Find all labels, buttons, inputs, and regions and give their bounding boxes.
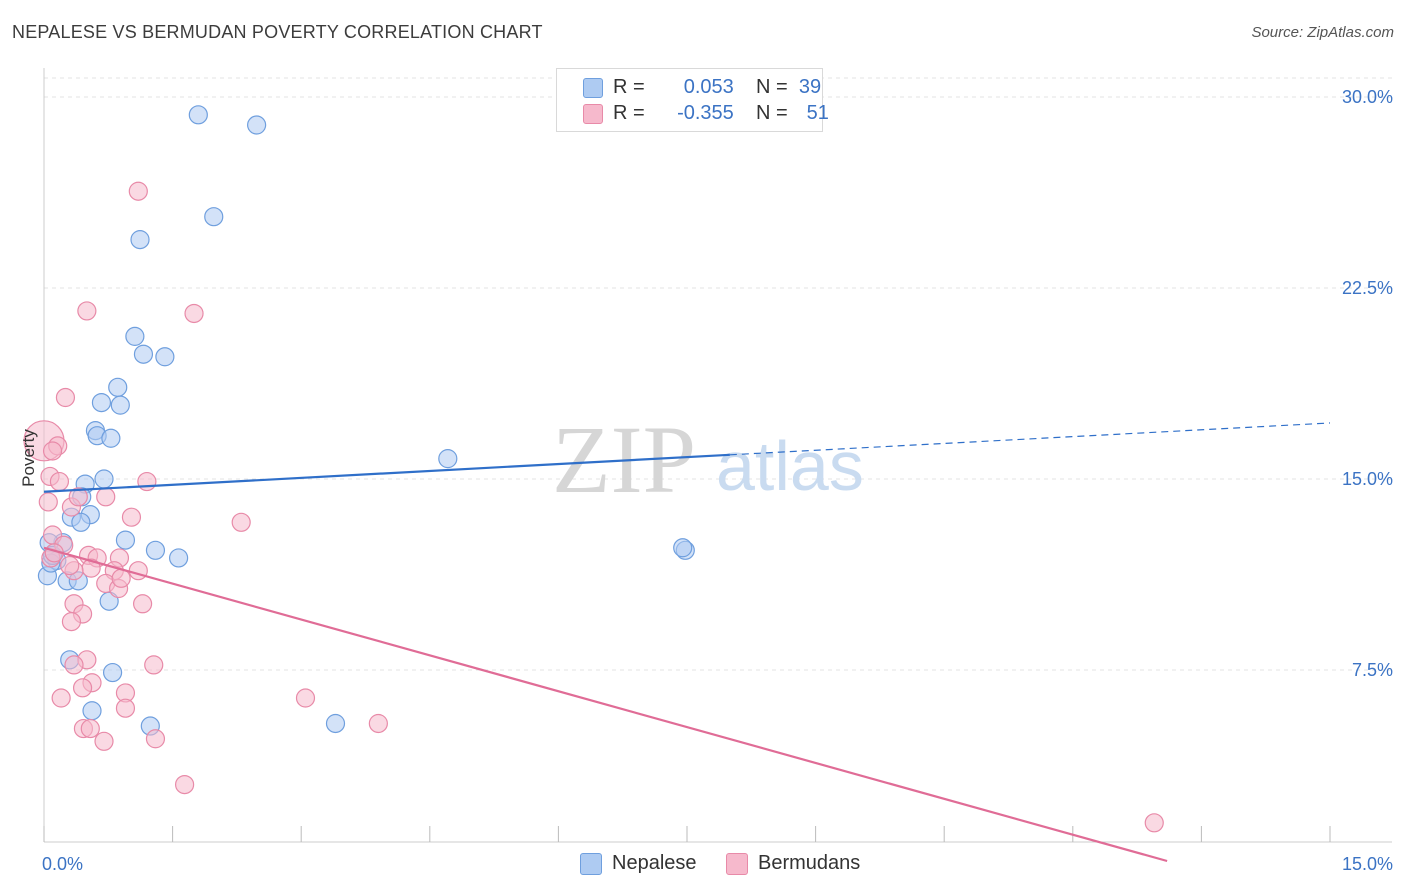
- bermudan-point: [128, 181, 148, 201]
- x-tick-label: 15.0%: [1342, 854, 1393, 874]
- nepalese-point: [110, 395, 130, 415]
- nepalese-trend-extension: [729, 422, 1331, 456]
- nepalese-point: [94, 469, 114, 489]
- bermudan-point: [137, 471, 157, 492]
- bermudan-point: [94, 731, 114, 751]
- bermudan-point: [60, 555, 80, 576]
- chart-title: NEPALESE VS BERMUDAN POVERTY CORRELATION…: [12, 22, 543, 42]
- nepalese-point: [247, 115, 267, 135]
- nepalese-point: [325, 713, 346, 734]
- bermudan-point: [1144, 813, 1164, 833]
- r-value: 0.053: [683, 76, 734, 98]
- bermudan-point: [61, 612, 82, 632]
- bermudan-point: [368, 713, 388, 734]
- bermudan-point: [128, 561, 148, 581]
- nepalese-point: [108, 377, 128, 397]
- nepalese-point: [145, 540, 166, 560]
- y-axis-label: Poverty: [19, 429, 38, 487]
- r-value: -0.355: [677, 102, 734, 124]
- correlation-legend: R = 0.053 N = 39 R = -0.355 N = 51: [556, 68, 829, 132]
- r-label: R =: [613, 102, 645, 124]
- watermark-atlas: atlas: [716, 427, 864, 505]
- bermudan-point: [42, 441, 63, 461]
- bermudan-point: [55, 387, 76, 408]
- nepalese-point: [101, 428, 121, 448]
- bermudan-point: [96, 487, 116, 507]
- bermudan-point: [51, 688, 71, 708]
- bermudan-point: [80, 718, 100, 739]
- n-label: N =: [756, 102, 788, 124]
- legend-text-nepalese: R = 0.053 N = 39: [613, 76, 821, 99]
- watermark: ZIP atlas: [552, 406, 864, 513]
- nepalese-point: [169, 548, 189, 568]
- bermudan-point: [231, 512, 251, 532]
- bermudans-legend-swatch: [726, 853, 748, 875]
- y-tick-label: 15.0%: [1342, 469, 1393, 489]
- nepalese-point: [133, 344, 154, 364]
- nepalese-trend-line: [43, 453, 730, 493]
- nepalese-point: [91, 392, 112, 413]
- y-tick-label: 30.0%: [1342, 87, 1393, 107]
- bermudan-point: [38, 492, 58, 512]
- y-tick-label: 7.5%: [1352, 660, 1393, 680]
- source-label: Source: ZipAtlas.com: [1251, 24, 1394, 41]
- nepalese-point: [188, 105, 208, 125]
- n-value: 51: [806, 102, 829, 124]
- nepalese-point: [438, 449, 458, 469]
- nepalese-point: [130, 230, 150, 250]
- nepalese-point: [673, 538, 693, 558]
- nepalese-point: [102, 662, 123, 683]
- bermudan-point: [64, 655, 84, 675]
- nepalese-swatch: [583, 78, 603, 98]
- bermudan-point: [115, 698, 136, 718]
- trend-layer: [43, 422, 1331, 863]
- grid-layer: [44, 77, 1392, 671]
- points-layer: [23, 105, 1164, 833]
- bermudan-point: [49, 471, 70, 492]
- bermudans-legend-label: Bermudans: [758, 852, 861, 874]
- nepalese-point: [115, 530, 136, 550]
- nepalese-point: [155, 347, 175, 367]
- bermudan-point: [68, 487, 88, 507]
- ticks-layer: 7.5% 15.0% 22.5% 30.0% 0.0% 15.0%: [42, 87, 1393, 874]
- bermudan-point: [77, 301, 97, 321]
- bermudan-swatch: [583, 104, 603, 124]
- nepalese-legend-swatch: [580, 853, 602, 875]
- bermudan-point: [184, 303, 204, 324]
- bermudan-point: [145, 729, 166, 749]
- n-value: 39: [798, 76, 822, 98]
- nepalese-point: [82, 701, 102, 721]
- bermudan-point: [121, 507, 142, 527]
- nepalese-legend-label: Nepalese: [612, 852, 697, 874]
- nepalese-point: [204, 207, 224, 227]
- bermudan-point: [295, 688, 316, 708]
- bermudan-point: [175, 774, 195, 795]
- nepalese-point: [125, 326, 145, 346]
- x-tick-label: 0.0%: [42, 854, 83, 874]
- bermudan-point: [132, 594, 153, 614]
- bermudan-trend-line: [43, 546, 1168, 863]
- nepalese-point: [71, 512, 91, 532]
- bermudan-point: [144, 655, 164, 675]
- n-label: N =: [756, 76, 788, 98]
- bermudan-point: [72, 678, 93, 698]
- legend-text-bermudan: R = -0.355 N = 51: [613, 102, 829, 125]
- y-tick-label: 22.5%: [1342, 278, 1393, 298]
- r-label: R =: [613, 76, 645, 98]
